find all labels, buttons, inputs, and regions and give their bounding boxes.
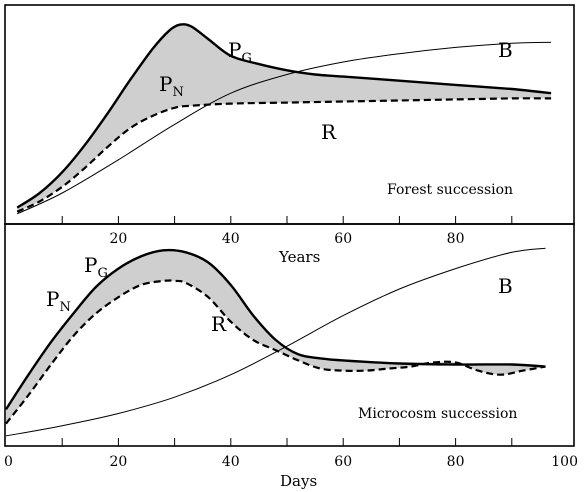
bottom-panel-frame: [4, 223, 575, 447]
top-x-axis-title: Years: [278, 248, 320, 266]
bottom-annotation: Microcosm succession: [358, 406, 517, 422]
bottom-tick-label: 60: [334, 454, 352, 470]
top-x-ticks: 20 40 60 80: [61, 216, 513, 247]
bottom-x-ticks: 0 20 40 60 80 100: [4, 438, 578, 470]
top-annotation: Forest succession: [387, 182, 513, 198]
top-productivity-shade: [17, 24, 552, 212]
bottom-pg-label: PG: [84, 253, 108, 281]
top-series-b: [16, 41, 552, 215]
top-series-pg: [16, 23, 552, 209]
bottom-series-r: [5, 279, 546, 425]
top-tick-label: 80: [447, 231, 465, 247]
bottom-x-axis-title: Days: [280, 472, 317, 490]
top-pg-label: PG: [228, 38, 252, 66]
bottom-b-label: B: [498, 274, 513, 298]
bottom-series-b: [5, 247, 546, 437]
top-series-r: [16, 97, 552, 213]
bottom-tick-label: 40: [222, 454, 240, 470]
top-tick-label: 40: [222, 231, 240, 247]
bottom-series-lines: [4, 247, 546, 437]
top-r-label: R: [321, 120, 337, 144]
bottom-pn-label: PN: [46, 287, 71, 315]
top-tick-label: 20: [109, 231, 127, 247]
bottom-tick-label: 0: [4, 454, 13, 470]
bottom-series-pg: [4, 248, 546, 411]
top-b-label: B: [498, 38, 513, 62]
bottom-tick-label: 20: [109, 454, 127, 470]
top-net-production-area: [17, 24, 552, 212]
top-series-lines: [16, 23, 552, 215]
bottom-tick-label: 80: [447, 454, 465, 470]
top-pn-label: PN: [159, 72, 184, 100]
bottom-tick-label: 100: [551, 454, 578, 470]
bottom-r-label: R: [211, 312, 227, 336]
top-tick-label: 60: [334, 231, 352, 247]
